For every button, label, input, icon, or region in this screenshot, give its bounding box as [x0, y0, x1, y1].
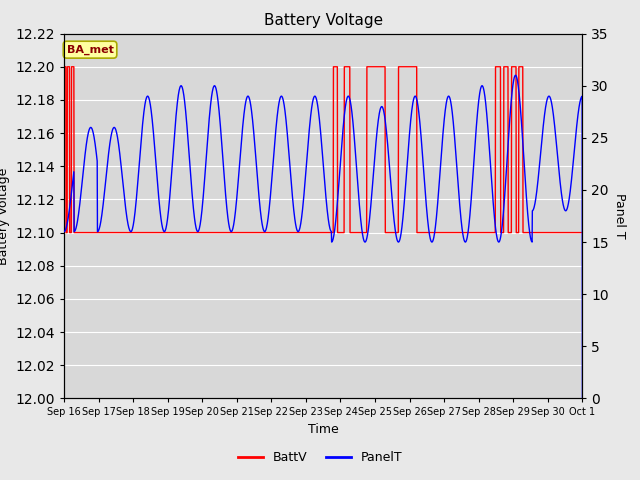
Legend: BattV, PanelT: BattV, PanelT — [232, 446, 408, 469]
Text: BA_met: BA_met — [67, 45, 113, 55]
X-axis label: Time: Time — [308, 423, 339, 436]
Y-axis label: Panel T: Panel T — [612, 193, 626, 239]
Y-axis label: Battery Voltage: Battery Voltage — [0, 168, 10, 264]
Title: Battery Voltage: Battery Voltage — [264, 13, 383, 28]
